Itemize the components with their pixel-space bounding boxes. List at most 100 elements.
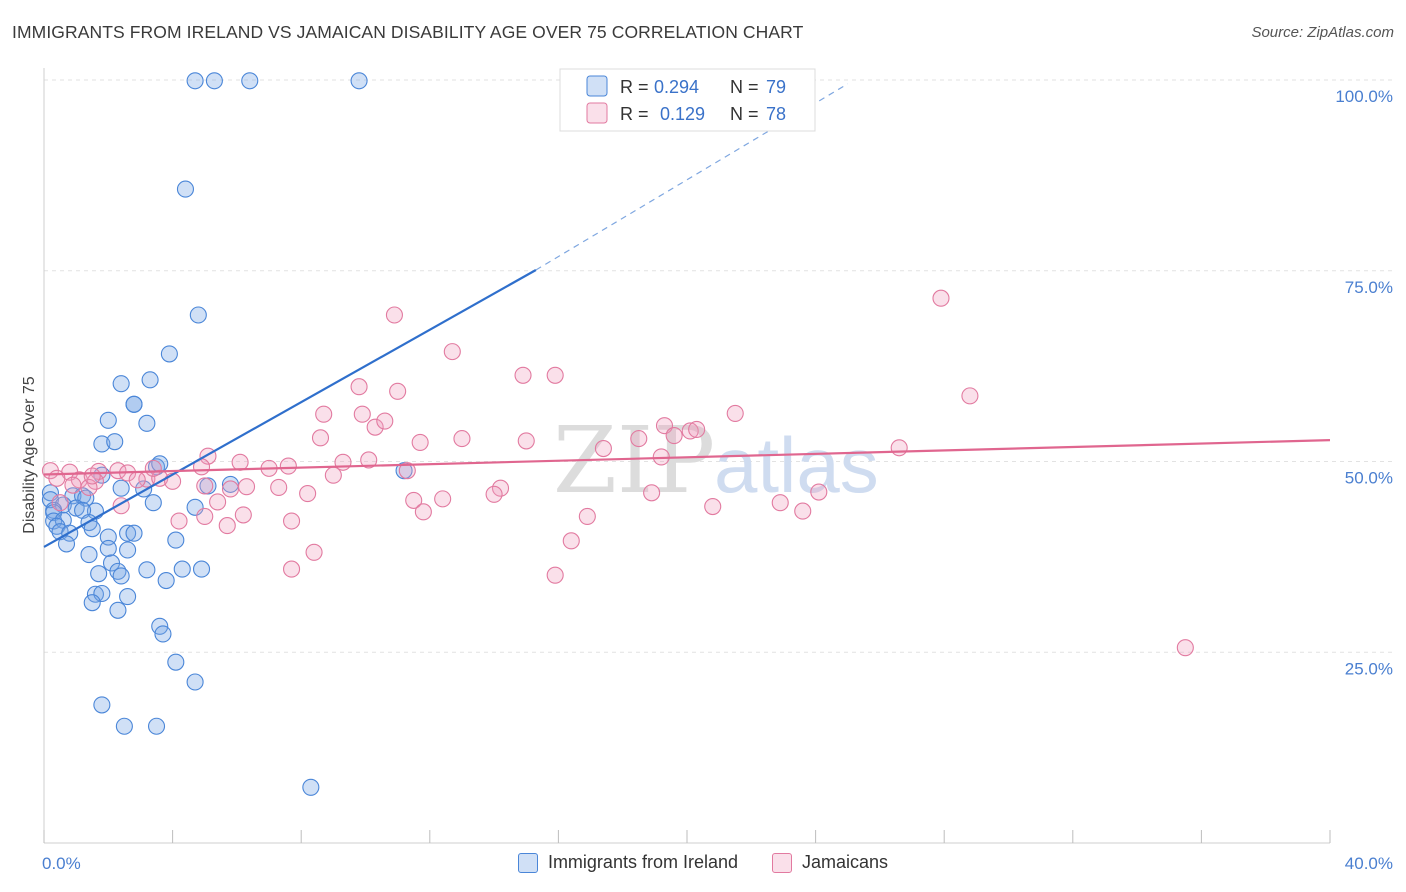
data-point (283, 560, 301, 578)
data-point (196, 507, 214, 525)
watermark-atlas: atlas (714, 421, 879, 509)
trend-line-jamaicans (43, 439, 1331, 476)
legend-n-value-1: 79 (766, 77, 786, 97)
data-point (283, 512, 301, 530)
y-tick-label: 75.0% (1345, 278, 1393, 297)
data-point (170, 512, 188, 530)
legend: R = 0.294 N = 79 R = 0.129 N = 78 (559, 68, 816, 132)
data-point (93, 696, 111, 714)
data-point (726, 404, 744, 422)
data-point (144, 459, 162, 477)
data-point (112, 375, 130, 393)
data-point (93, 435, 111, 453)
y-tick-label: 100.0% (1335, 87, 1393, 106)
source-label: Source: ZipAtlas.com (1251, 24, 1394, 41)
data-point (115, 717, 133, 735)
bottom-legend: Immigrants from Ireland Jamaicans (0, 852, 1406, 873)
data-point (209, 493, 227, 511)
legend-item-ireland: Immigrants from Ireland (517, 852, 738, 873)
data-point (176, 180, 195, 198)
data-point (279, 457, 297, 475)
data-point (80, 546, 98, 564)
legend-r-label-1: R = (620, 77, 649, 97)
legend-label-jamaicans: Jamaicans (802, 852, 889, 872)
data-point (189, 306, 207, 324)
data-point (1176, 639, 1194, 657)
data-point (83, 467, 101, 485)
data-point (141, 371, 159, 389)
data-point (453, 430, 471, 448)
data-point (405, 491, 423, 509)
data-point (157, 571, 175, 590)
data-point (546, 566, 564, 584)
data-point (302, 778, 320, 796)
data-point (350, 72, 368, 90)
data-point (173, 560, 191, 578)
data-point (138, 561, 156, 579)
data-point (109, 562, 127, 580)
data-point (119, 588, 137, 606)
data-point (890, 439, 908, 457)
data-point (414, 503, 432, 521)
legend-swatch-ireland (517, 852, 538, 873)
data-point (167, 531, 185, 549)
data-point (630, 430, 648, 448)
data-point (167, 653, 185, 671)
data-point (234, 506, 252, 524)
watermark: ZIP atlas (553, 407, 879, 514)
data-point (125, 524, 143, 542)
x-tick-label-min: 0.0% (42, 854, 81, 873)
data-point (270, 478, 288, 496)
data-point (138, 414, 156, 432)
data-point (57, 535, 76, 553)
data-point (241, 72, 259, 90)
legend-item-jamaicans: Jamaicans (772, 852, 888, 873)
data-point (594, 439, 612, 458)
data-point (90, 565, 108, 583)
data-point (218, 517, 236, 535)
data-point (771, 494, 789, 512)
data-point (385, 306, 403, 324)
data-point (83, 594, 101, 612)
data-point (51, 494, 69, 512)
data-point (48, 469, 66, 487)
y-axis-label: Disability Age Over 75 (21, 376, 38, 534)
data-point (366, 418, 384, 436)
data-point (810, 483, 828, 501)
data-point (398, 462, 416, 480)
data-point (99, 411, 117, 429)
series-jamaicans (41, 289, 1194, 657)
data-point (106, 433, 124, 451)
data-point (154, 625, 172, 643)
data-point (41, 491, 59, 509)
data-point (311, 429, 330, 447)
data-point (350, 378, 368, 396)
data-point (147, 717, 166, 735)
data-point (665, 427, 683, 445)
trend-line-ireland (43, 269, 537, 548)
data-point (514, 366, 532, 384)
legend-r-value-2: 0.129 (660, 104, 705, 124)
data-point (299, 484, 317, 503)
legend-r-value-1: 0.294 (654, 77, 699, 97)
data-point (231, 453, 249, 471)
data-point (491, 479, 510, 497)
data-point (67, 499, 85, 517)
data-point (360, 451, 378, 469)
data-point (192, 560, 211, 578)
data-point (109, 601, 127, 619)
axes (43, 68, 1331, 844)
data-point (324, 466, 342, 484)
legend-swatch-blue (586, 75, 608, 97)
chart-title: IMMIGRANTS FROM IRELAND VS JAMAICAN DISA… (12, 22, 804, 42)
data-point (45, 512, 63, 530)
legend-r-label-2: R = (620, 104, 649, 124)
data-point (128, 471, 146, 489)
legend-swatch-jamaicans (772, 852, 792, 873)
data-point (144, 494, 162, 512)
legend-frame (559, 68, 816, 132)
data-point (125, 395, 143, 413)
data-point (119, 541, 137, 559)
y-tick-label: 50.0% (1345, 469, 1393, 488)
